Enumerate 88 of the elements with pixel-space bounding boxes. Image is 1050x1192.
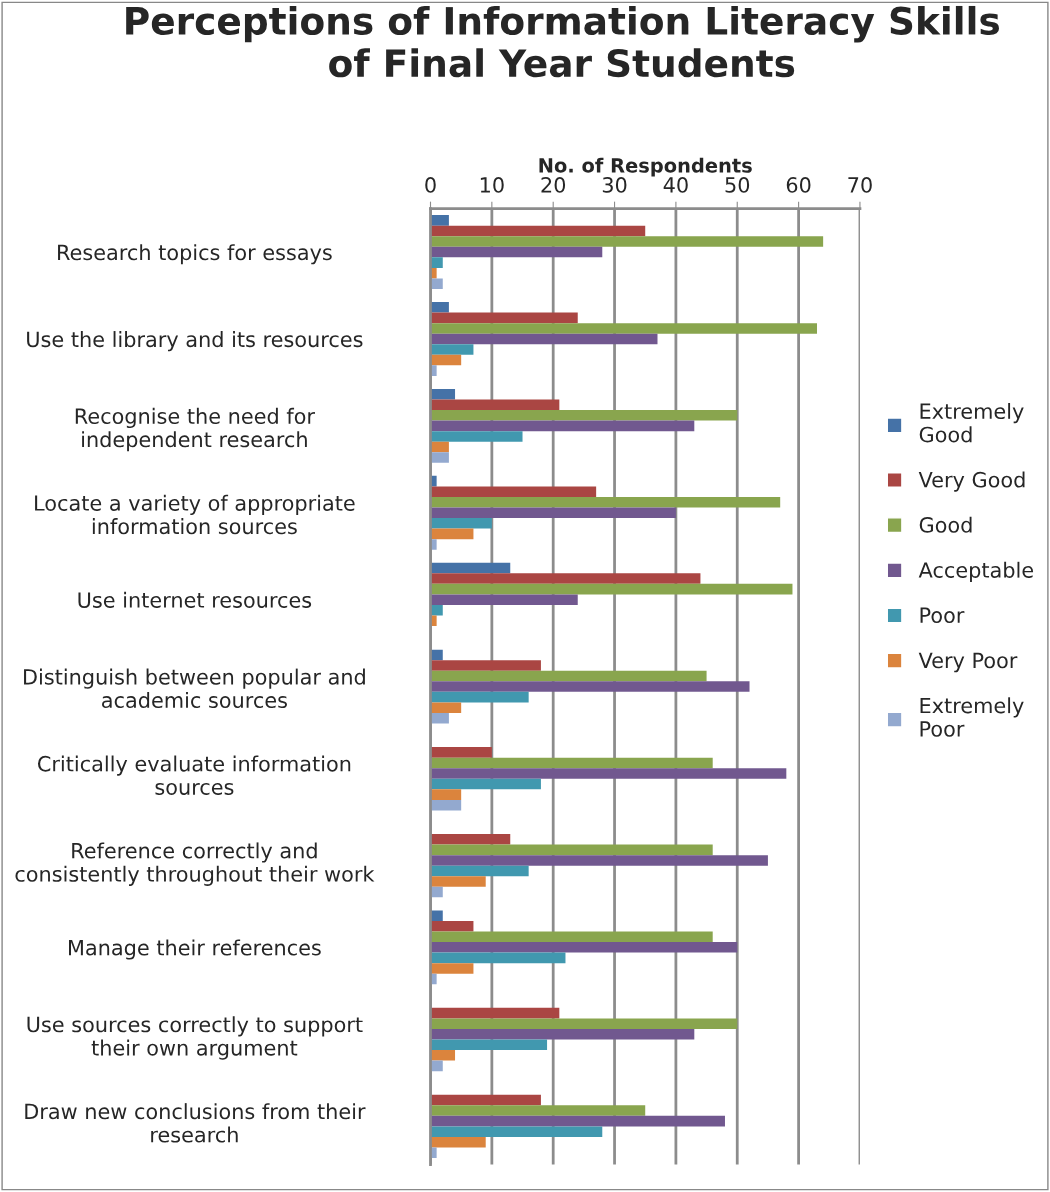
bar	[430, 410, 738, 421]
bar	[430, 246, 603, 258]
bar	[430, 344, 474, 355]
chart-title: Perceptions of Information Literacy Skills of Final Year Students	[126, 5, 999, 78]
bar	[430, 712, 449, 724]
bar	[430, 876, 486, 887]
bar	[430, 1115, 725, 1127]
legend-label: Acceptable	[918, 561, 1034, 582]
bar	[430, 920, 474, 932]
legend-label: Good	[919, 516, 972, 533]
bar	[430, 963, 474, 974]
bar	[430, 1018, 738, 1029]
bar	[430, 952, 566, 964]
y-tick-label: Research topics for essays	[58, 244, 332, 265]
bar	[430, 562, 511, 574]
x-tick-label: 40	[663, 177, 688, 193]
y-tick-label: Use the library and its resources	[27, 331, 363, 352]
bar	[430, 834, 511, 845]
bar	[430, 1050, 456, 1061]
bar	[430, 399, 560, 411]
bar	[430, 278, 443, 289]
bar	[430, 583, 793, 595]
bar	[430, 528, 474, 540]
x-tick-label: 20	[541, 177, 566, 193]
bar	[430, 768, 787, 779]
bar	[430, 452, 449, 463]
y-tick-label: Use sources correctly to support their own argument	[27, 1016, 363, 1060]
x-tick-label: 50	[725, 177, 750, 193]
bar	[430, 799, 462, 811]
bar	[430, 844, 713, 856]
bar	[430, 778, 541, 790]
legend-label: Extremely Good	[919, 402, 1024, 443]
bar	[430, 420, 695, 432]
legend-label: Very Poor	[918, 652, 1018, 673]
bar	[430, 225, 646, 237]
y-tick-label: Distinguish between popular and academic sources	[24, 668, 365, 709]
bar	[430, 302, 449, 313]
bar	[430, 486, 597, 497]
bar	[430, 518, 492, 529]
x-axis-title: No. of Respondents	[539, 157, 752, 177]
bar	[430, 236, 824, 247]
bar	[430, 573, 701, 584]
bar	[430, 1028, 695, 1040]
bar	[430, 702, 462, 713]
x-tick-label: 60	[786, 177, 811, 193]
y-tick-label: Reference correctly and consistently throughout their work	[15, 842, 375, 886]
bar	[430, 757, 713, 769]
bar	[430, 865, 529, 877]
bar	[430, 1136, 486, 1148]
y-tick-label: Manage their references	[69, 939, 321, 960]
y-tick-label: Use internet resources	[78, 591, 312, 608]
bar	[430, 312, 578, 324]
bar	[430, 257, 443, 268]
bar	[430, 681, 750, 692]
bar	[430, 747, 492, 758]
y-tick-label: Recognise the need for independent research	[75, 407, 315, 452]
bar	[430, 1105, 646, 1116]
y-tick-label: Locate a variety of appropriate information sources	[35, 494, 355, 535]
bar	[430, 215, 449, 226]
x-tick-label: 30	[602, 177, 627, 193]
bar	[430, 1094, 541, 1106]
bar	[430, 691, 529, 703]
bar	[430, 670, 707, 682]
bar	[430, 855, 768, 866]
bar	[430, 496, 781, 508]
legend-label: Poor	[920, 607, 965, 624]
bar	[430, 604, 443, 616]
bar	[430, 1039, 548, 1051]
bar	[430, 931, 713, 943]
bar	[430, 507, 676, 519]
bar	[430, 354, 462, 366]
bar	[430, 431, 523, 442]
bar	[430, 942, 738, 953]
bar	[430, 594, 578, 605]
x-tick-label: 10	[480, 177, 504, 193]
bar	[430, 1007, 560, 1019]
x-tick-label: 0	[425, 177, 436, 193]
legend-label: Extremely Poor	[920, 697, 1024, 737]
legend-label: Very Good	[918, 471, 1025, 492]
y-tick-label: Critically evaluate information sources	[38, 755, 351, 795]
bar	[430, 660, 541, 671]
bar	[430, 323, 818, 334]
bar	[430, 1126, 603, 1137]
bar	[430, 333, 658, 345]
bar	[430, 910, 443, 921]
bar	[430, 789, 462, 800]
x-tick-label: 70	[848, 177, 872, 193]
y-tick-label: Draw new conclusions from their research	[25, 1103, 366, 1143]
